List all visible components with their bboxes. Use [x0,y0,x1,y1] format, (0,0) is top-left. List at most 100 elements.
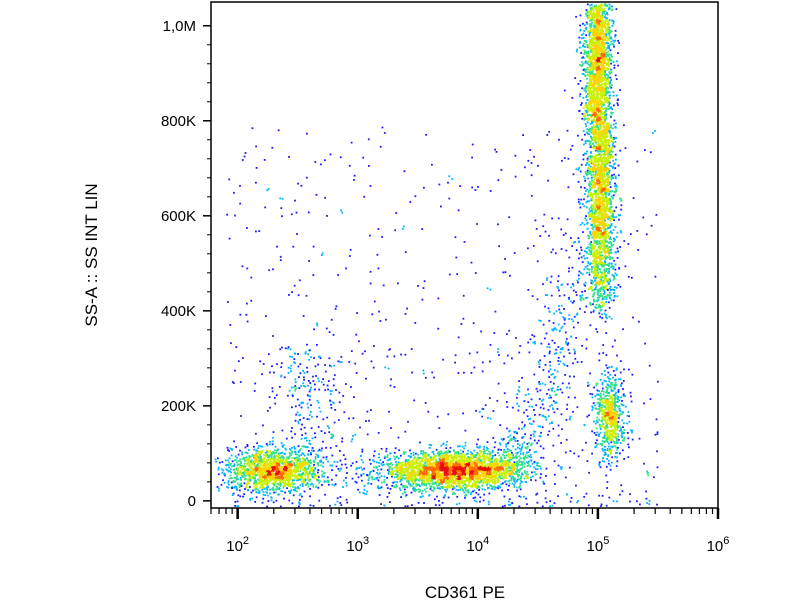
event-dot [432,490,435,492]
event-dot [451,475,453,478]
event-dot [534,468,537,471]
event-dot [497,462,500,465]
event-dot [240,482,243,485]
event-dot [401,465,403,468]
event-dot [302,479,305,481]
event-dot [435,448,438,451]
event-dot [287,481,290,484]
event-dot [487,476,490,478]
event-dot [246,445,249,447]
event-dot [241,474,243,477]
event-dot [393,451,396,454]
event-dot [603,51,606,54]
event-dot [307,485,310,488]
event-dot [234,459,237,461]
event-dot [409,471,412,474]
event-dot [423,469,425,472]
event-dot [274,472,277,475]
event-dot [303,474,306,477]
event-dot [438,472,440,475]
event-dot [373,460,376,463]
event-dot [416,471,419,474]
event-dot [376,486,379,489]
event-dot [248,456,251,458]
event-dot [601,235,604,237]
event-dot [257,452,260,454]
event-dot [355,481,358,484]
event-dot [286,463,288,466]
event-dot [423,488,426,491]
event-dot [425,477,428,480]
event-dot [279,483,282,485]
event-dot [506,470,509,473]
event-dot [430,444,433,446]
event-dot [463,461,466,463]
event-dot [262,458,265,461]
event-dot [586,109,589,112]
event-dot [433,462,436,465]
event-dot [436,474,438,476]
event-dot [391,464,394,466]
event-dot [302,462,305,465]
event-dot [360,474,363,477]
event-dot [232,464,235,467]
event-dot [261,501,264,504]
event-dot [295,478,298,481]
event-dot [344,458,347,460]
event-dot [454,456,457,459]
event-dot [294,471,296,474]
event-dot [590,3,593,6]
event-dot [445,447,448,449]
event-dot [605,230,608,233]
event-dot [245,483,247,485]
event-dot [471,466,474,468]
event-dot [456,474,458,477]
event-dot [601,301,604,304]
event-dot [482,455,484,457]
event-dot [602,176,605,179]
event-dot [507,459,509,462]
event-dot [481,453,484,456]
event-dot [334,483,337,486]
event-dot [478,475,480,477]
event-dot [250,470,252,473]
event-dot [266,488,269,491]
event-dot [268,478,271,481]
event-dot [470,467,473,470]
event-dot [312,469,315,472]
event-dot [248,464,251,467]
event-dot [405,465,407,468]
event-dot [433,483,435,485]
event-dot [610,238,612,241]
event-dot [445,464,447,467]
event-dot [510,479,513,482]
event-dot [432,477,435,480]
event-dot [466,490,469,493]
event-dot [268,470,271,472]
event-dot [419,489,421,492]
event-dot [443,478,445,481]
event-dot [500,473,502,476]
event-dot [584,46,586,48]
event-dot [314,467,317,470]
event-dot [440,483,443,485]
event-dot [601,193,603,196]
event-dot [298,462,301,465]
event-dot [519,484,521,487]
event-dot [253,445,255,448]
event-dot [269,488,271,491]
event-dot [460,467,462,470]
event-dot [458,469,461,471]
event-dot [311,447,314,449]
event-dot [292,485,294,488]
event-dot [443,472,446,474]
event-dot [271,478,274,480]
event-dot [398,487,401,490]
event-dot [300,463,302,465]
event-dot [363,485,366,487]
event-dot [478,446,481,449]
event-dot [498,486,501,488]
event-dot [248,482,250,484]
event-dot [442,486,444,489]
event-dot [450,460,452,462]
